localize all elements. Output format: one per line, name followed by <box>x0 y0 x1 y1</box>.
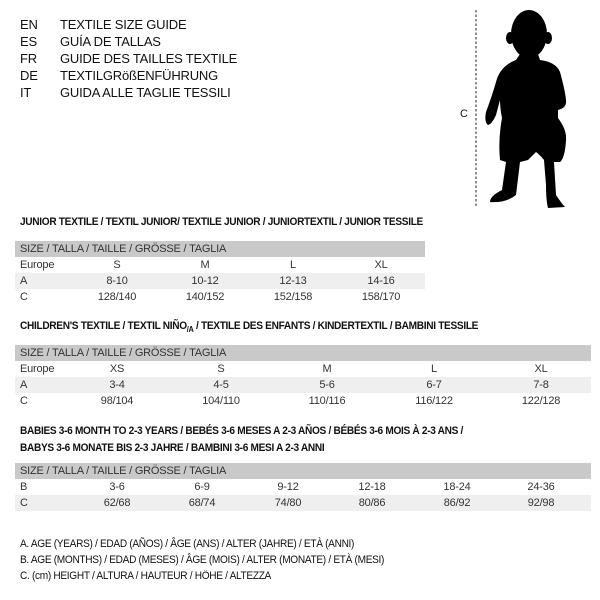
legend-c: C. (cm) HEIGHT / ALTURA / HAUTEUR / HÖHE… <box>20 570 272 582</box>
table-row: Europe XS S M L XL <box>15 361 591 377</box>
lang-title: GUIDA ALLE TAGLIE TESSILI <box>60 85 231 100</box>
table-cell: 24-36 <box>527 481 555 493</box>
children-section-title: CHILDREN'S TEXTILE / TEXTIL NIÑO/A / TEX… <box>20 320 478 334</box>
table-cell: 6-9 <box>194 481 210 493</box>
lang-code: IT <box>20 85 32 100</box>
lang-code: ES <box>20 34 37 49</box>
table-cell: XL <box>374 259 388 271</box>
table-header: SIZE / TALLA / TAILLE / GRÖSSE / TAGLIA <box>15 345 591 361</box>
table-cell: M <box>200 259 210 271</box>
lang-code: FR <box>20 51 37 66</box>
table-row: A 3-4 4-5 5-6 6-7 7-8 <box>15 377 591 393</box>
table-cell: 3-4 <box>109 379 125 391</box>
babies-section-title-line1: BABIES 3-6 MONTH TO 2-3 YEARS / BEBÉS 3-… <box>20 425 464 437</box>
table-cell: L <box>431 363 437 375</box>
legend-b: B. AGE (MONTHS) / EDAD (MESES) / ÂGE (MO… <box>20 554 385 566</box>
row-label: C <box>20 395 28 407</box>
height-label: C <box>460 108 468 120</box>
table-cell: 158/170 <box>361 291 401 303</box>
table-cell: 80/86 <box>358 497 386 509</box>
table-cell: 18-24 <box>443 481 471 493</box>
table-row: C 62/68 68/74 74/80 80/86 86/92 92/98 <box>15 495 591 511</box>
legend-a: A. AGE (YEARS) / EDAD (AÑOS) / ÂGE (ANS)… <box>20 538 355 550</box>
table-cell: 62/68 <box>103 497 131 509</box>
table-row: C 98/104 104/110 110/116 116/122 122/128 <box>15 393 591 409</box>
table-cell: 104/110 <box>202 395 240 407</box>
table-cell: 12-13 <box>279 275 307 287</box>
table-cell: 6-7 <box>426 379 442 391</box>
table-cell: 8-10 <box>106 275 128 287</box>
junior-size-table: SIZE / TALLA / TAILLE / GRÖSSE / TAGLIA … <box>15 241 425 305</box>
table-header: SIZE / TALLA / TAILLE / GRÖSSE / TAGLIA <box>15 463 591 479</box>
title-suffix: /A <box>186 325 194 335</box>
table-row: C 128/140 140/152 152/158 158/170 <box>15 289 425 305</box>
language-codes: EN ES FR DE IT <box>20 16 38 101</box>
table-cell: 68/74 <box>188 497 216 509</box>
row-label: C <box>20 497 28 509</box>
children-size-table: SIZE / TALLA / TAILLE / GRÖSSE / TAGLIA … <box>15 345 591 409</box>
lang-title: GUIDE DES TAILLES TEXTILE <box>60 51 238 66</box>
table-cell: XL <box>534 363 548 375</box>
table-cell: XS <box>109 363 125 375</box>
table-cell: 140/152 <box>185 291 225 303</box>
row-label: A <box>20 379 28 391</box>
table-cell: 98/104 <box>100 395 134 407</box>
table-cell: 86/92 <box>443 497 471 509</box>
row-label: A <box>20 275 28 287</box>
lang-title: TEXTILGRößENFÜHRUNG <box>60 68 218 83</box>
row-label: Europe <box>20 259 55 271</box>
table-row: Europe S M L XL <box>15 257 425 273</box>
table-cell: 4-5 <box>213 379 229 391</box>
table-header: SIZE / TALLA / TAILLE / GRÖSSE / TAGLIA <box>15 241 425 257</box>
row-label: C <box>20 291 28 303</box>
table-cell: 128/140 <box>97 291 137 303</box>
table-cell: 14-16 <box>367 275 395 287</box>
babies-size-table: SIZE / TALLA / TAILLE / GRÖSSE / TAGLIA … <box>15 463 591 511</box>
table-cell: 5-6 <box>319 379 335 391</box>
table-row: B 3-6 6-9 9-12 12-18 18-24 24-36 <box>15 479 591 495</box>
table-cell: 3-6 <box>109 481 125 493</box>
lang-code: EN <box>20 17 38 32</box>
lang-title: TEXTILE SIZE GUIDE <box>60 17 187 32</box>
table-cell: 122/128 <box>521 395 561 407</box>
table-cell: 92/98 <box>527 497 555 509</box>
table-cell: S <box>217 363 225 375</box>
table-cell: S <box>113 259 121 271</box>
junior-section-title: JUNIOR TEXTILE / TEXTIL JUNIOR/ TEXTILE … <box>20 216 423 228</box>
table-row: A 8-10 10-12 12-13 14-16 <box>15 273 425 289</box>
table-cell: L <box>290 259 296 271</box>
babies-section-title-line2: BABYS 3-6 MONATE BIS 2-3 JAHRE / BAMBINI… <box>20 442 325 454</box>
baby-silhouette-icon <box>475 10 567 208</box>
table-cell: 10-12 <box>191 275 219 287</box>
table-cell: 74/80 <box>274 497 302 509</box>
lang-code: DE <box>20 68 38 83</box>
language-titles: TEXTILE SIZE GUIDE GUÍA DE TALLAS GUIDE … <box>60 16 237 101</box>
table-cell: 116/122 <box>415 395 453 407</box>
title-text: / TEXTILE DES ENFANTS / KINDERTEXTIL / B… <box>193 320 479 332</box>
title-text: CHILDREN'S TEXTILE / TEXTIL NIÑO <box>20 320 187 332</box>
table-cell: 110/116 <box>308 395 346 407</box>
table-cell: 9-12 <box>277 481 299 493</box>
row-label: B <box>20 481 28 493</box>
table-cell: M <box>322 363 332 375</box>
lang-title: GUÍA DE TALLAS <box>60 34 161 49</box>
row-label: Europe <box>20 363 55 375</box>
table-cell: 152/158 <box>273 291 313 303</box>
table-cell: 7-8 <box>533 379 549 391</box>
table-cell: 12-18 <box>358 481 386 493</box>
